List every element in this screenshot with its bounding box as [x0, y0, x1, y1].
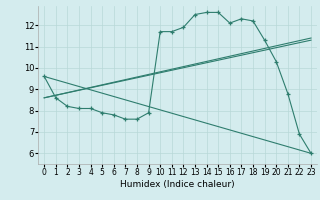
X-axis label: Humidex (Indice chaleur): Humidex (Indice chaleur) — [120, 180, 235, 189]
